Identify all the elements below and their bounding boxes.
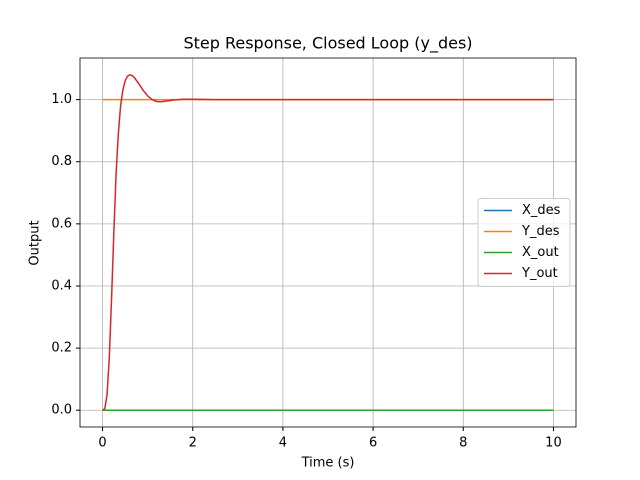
y-tick-label: 0.2 [51, 341, 72, 356]
x-tick-label: 0 [98, 436, 106, 451]
legend-label: X_des [522, 203, 561, 218]
y-tick-label: 0.4 [51, 278, 72, 293]
axes-frame [79, 57, 577, 428]
y-tick-label: 1.0 [51, 92, 72, 107]
series-line [102, 73, 554, 411]
y-tick-label: 0.0 [51, 403, 72, 418]
x-axis-label: Time (s) [301, 456, 355, 471]
y-axis-label: Output [28, 220, 43, 265]
x-tick-label: 2 [189, 436, 197, 451]
x-tick-label: 6 [369, 436, 377, 451]
chart-title: Step Response, Closed Loop (y_des) [183, 34, 472, 54]
legend-label: Y_out [521, 266, 558, 281]
x-tick-label: 8 [459, 436, 467, 451]
x-tick-label: 4 [279, 436, 287, 451]
y-tick-label: 0.8 [51, 154, 72, 169]
legend-label: X_out [522, 245, 559, 260]
x-tick-label: 10 [545, 436, 562, 451]
legend-box [477, 198, 571, 287]
y-tick-label: 0.6 [51, 216, 72, 231]
legend-label: Y_des [521, 224, 560, 239]
